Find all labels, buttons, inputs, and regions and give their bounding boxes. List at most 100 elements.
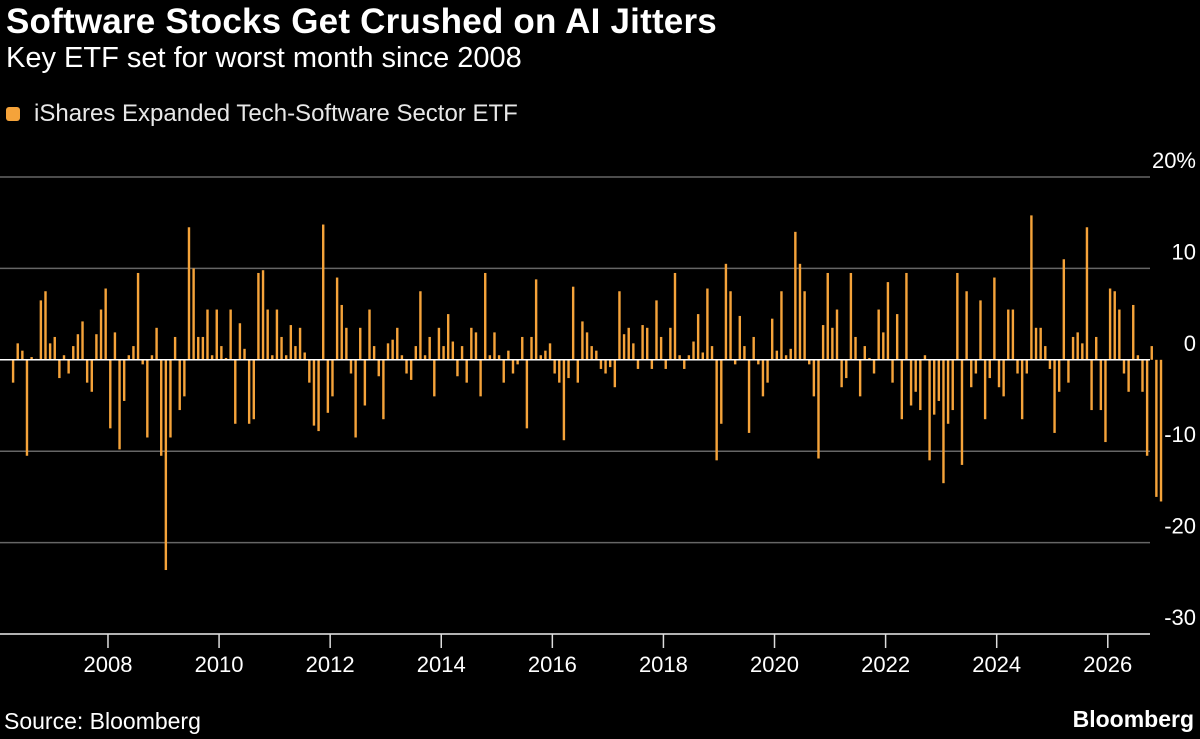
bar bbox=[840, 359, 843, 388]
bar bbox=[284, 355, 288, 360]
bar bbox=[201, 336, 205, 360]
bar bbox=[933, 359, 936, 415]
bar bbox=[845, 359, 848, 379]
bar bbox=[733, 359, 737, 365]
x-tick-label: 2016 bbox=[528, 652, 577, 677]
bar bbox=[1007, 309, 1010, 360]
bar bbox=[386, 343, 390, 360]
bar bbox=[683, 359, 686, 369]
bar bbox=[289, 325, 293, 360]
bar bbox=[298, 327, 302, 360]
bar bbox=[724, 263, 728, 360]
bar bbox=[1155, 359, 1158, 497]
bar bbox=[197, 336, 200, 360]
bar bbox=[507, 350, 510, 360]
bar bbox=[877, 309, 880, 360]
bar bbox=[826, 272, 829, 360]
bar bbox=[95, 334, 98, 360]
x-tick-label: 2018 bbox=[639, 652, 688, 677]
bar bbox=[539, 355, 542, 360]
bar bbox=[706, 288, 709, 360]
y-axis: 20% 10 0 -10 -20 -30 bbox=[1152, 148, 1196, 630]
bar bbox=[581, 321, 584, 360]
bar bbox=[775, 350, 779, 360]
bar bbox=[368, 309, 371, 360]
bar bbox=[974, 359, 978, 374]
bar bbox=[396, 327, 399, 360]
y-tick-label: -30 bbox=[1164, 605, 1196, 630]
bar bbox=[646, 327, 649, 360]
bar bbox=[909, 359, 913, 406]
bar bbox=[173, 336, 177, 360]
bar bbox=[132, 346, 135, 360]
bar bbox=[868, 357, 871, 360]
bar bbox=[789, 348, 792, 360]
bar bbox=[210, 355, 214, 360]
x-axis: 2008 2010 2012 2014 2016 2018 2020 2022 2024 2026 bbox=[0, 633, 1150, 677]
bar bbox=[511, 359, 515, 374]
bar bbox=[622, 334, 626, 360]
bar bbox=[340, 304, 343, 360]
x-tick-label: 2012 bbox=[306, 652, 355, 677]
bar bbox=[442, 346, 445, 360]
bar bbox=[849, 272, 853, 360]
bar bbox=[48, 343, 52, 360]
bar bbox=[76, 334, 80, 360]
bar bbox=[558, 359, 561, 383]
bar bbox=[641, 325, 644, 360]
bar bbox=[946, 359, 950, 424]
bar bbox=[377, 359, 380, 377]
bar bbox=[882, 332, 885, 360]
legend-swatch bbox=[6, 107, 20, 121]
bar bbox=[1011, 309, 1015, 360]
bar bbox=[1095, 336, 1098, 360]
bar bbox=[678, 355, 681, 360]
bar bbox=[956, 272, 959, 360]
bar bbox=[25, 359, 29, 456]
bar bbox=[252, 359, 255, 420]
x-tick-label: 2020 bbox=[750, 652, 799, 677]
bar bbox=[965, 291, 968, 360]
bar bbox=[136, 272, 140, 360]
bar bbox=[372, 346, 376, 360]
bar bbox=[39, 300, 43, 360]
bar bbox=[224, 357, 228, 360]
bar bbox=[1067, 359, 1070, 383]
bar bbox=[446, 314, 450, 360]
bar bbox=[183, 359, 186, 397]
bar bbox=[692, 341, 695, 360]
bar bbox=[590, 346, 593, 360]
bar bbox=[419, 291, 422, 360]
bar bbox=[983, 359, 987, 420]
bar bbox=[109, 359, 112, 429]
bar bbox=[636, 359, 640, 369]
bar bbox=[872, 359, 876, 374]
bar bbox=[215, 309, 218, 360]
bar bbox=[1150, 346, 1153, 360]
bar bbox=[784, 355, 788, 360]
x-tick-label: 2008 bbox=[84, 652, 133, 677]
bar bbox=[1104, 359, 1107, 443]
bar bbox=[345, 327, 348, 360]
bar bbox=[400, 355, 404, 360]
bar bbox=[604, 359, 607, 374]
bar bbox=[1016, 359, 1019, 374]
y-tick-label: 0 bbox=[1184, 331, 1196, 356]
bar bbox=[1002, 359, 1005, 397]
bar bbox=[761, 359, 765, 397]
bar bbox=[502, 359, 505, 383]
bar bbox=[548, 343, 552, 360]
bar bbox=[99, 309, 103, 360]
bar bbox=[821, 325, 825, 360]
bar bbox=[104, 288, 107, 360]
bar bbox=[757, 359, 760, 365]
bar bbox=[595, 350, 598, 360]
bar bbox=[664, 359, 667, 369]
bar bbox=[1020, 359, 1024, 420]
bar bbox=[261, 270, 265, 360]
bar bbox=[160, 359, 163, 456]
bar bbox=[919, 359, 922, 411]
bar bbox=[710, 346, 714, 360]
bar bbox=[618, 291, 621, 360]
bar bbox=[858, 359, 862, 397]
